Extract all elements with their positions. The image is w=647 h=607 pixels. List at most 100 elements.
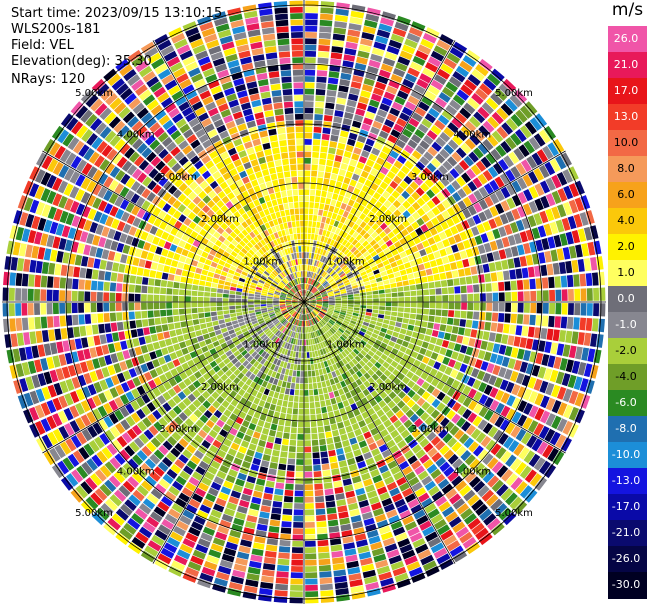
radar-gate [383, 200, 392, 209]
radar-gate [305, 553, 317, 560]
radar-gate [260, 304, 267, 307]
radar-gate [172, 295, 179, 302]
radar-gate [560, 152, 572, 167]
radar-gate [254, 302, 261, 305]
radar-gate [287, 458, 296, 465]
radar-gate [277, 379, 283, 387]
radar-gate [340, 523, 352, 532]
radar-gate [377, 314, 385, 319]
radar-gate [307, 277, 310, 284]
radar-gate [284, 420, 292, 427]
radar-gate [354, 241, 362, 249]
radar-gate [331, 46, 344, 54]
radar-gate [321, 308, 327, 312]
radar-gate [391, 287, 398, 293]
radar-gate [164, 258, 173, 266]
radar-gate [333, 290, 340, 294]
radar-gate [372, 254, 380, 261]
radar-gate [317, 215, 322, 222]
radar-gate [364, 193, 372, 202]
radar-gate [421, 203, 431, 213]
radar-gate [399, 328, 407, 335]
radar-gate [541, 238, 550, 250]
radar-gate [173, 281, 180, 289]
radar-gate [411, 21, 426, 32]
radar-gate [462, 408, 472, 420]
radar-gate [336, 268, 343, 275]
radar-gate [477, 244, 486, 255]
radar-gate [571, 259, 579, 273]
radar-gate [344, 269, 351, 275]
radar-gate [314, 317, 319, 323]
radar-gate [299, 396, 304, 403]
radar-gate [382, 190, 391, 199]
radar-gate [355, 261, 362, 268]
radar-gate [345, 451, 354, 460]
radar-gate [338, 229, 345, 237]
radar-gate [402, 210, 411, 219]
radar-gate [314, 196, 321, 203]
radar-gate [316, 298, 323, 300]
radar-gate [278, 546, 291, 553]
radar-gate [579, 211, 589, 226]
radar-gate [491, 282, 499, 292]
radar-gate [547, 142, 559, 157]
radar-gate [328, 71, 340, 79]
radar-gate [364, 19, 378, 29]
radar-gate [439, 461, 451, 473]
radar-gate [445, 488, 458, 500]
radar-gate [297, 364, 301, 371]
radar-gate [374, 114, 385, 124]
radar-gate [431, 141, 442, 152]
radar-gate [430, 243, 439, 252]
radar-gate [287, 464, 295, 472]
radar-gate [322, 305, 329, 308]
radar-gate [280, 387, 286, 394]
radar-gate [320, 400, 326, 407]
radar-gate [405, 330, 413, 337]
radar-gate [346, 327, 353, 333]
radar-gate [204, 307, 211, 313]
radar-gate [354, 304, 360, 308]
radar-gate [372, 243, 380, 250]
radar-gate [568, 406, 580, 421]
radar-gate [367, 227, 375, 235]
radar-gate [205, 281, 212, 287]
radar-gate [2, 287, 9, 301]
radar-gate [524, 121, 537, 135]
radar-gate [321, 293, 328, 297]
radar-gate [181, 347, 189, 355]
radar-gate [516, 314, 524, 325]
radar-gate [492, 250, 501, 261]
radar-gate [416, 353, 424, 362]
radar-gate [304, 521, 315, 528]
radar-gate [259, 466, 268, 474]
radar-gate [109, 302, 116, 312]
radar-gate [478, 394, 489, 405]
radar-gate [334, 308, 341, 312]
radar-gate [370, 93, 382, 102]
radar-gate [299, 339, 302, 346]
radar-gate [325, 102, 335, 110]
radar-gate [480, 233, 489, 243]
radar-gate [370, 346, 378, 354]
radar-gate [425, 220, 434, 230]
radar-gate [313, 290, 319, 295]
radar-gate [498, 507, 512, 521]
radar-gate [270, 513, 281, 521]
radar-gate [318, 432, 325, 440]
radar-gate [274, 488, 284, 496]
radar-gate [336, 499, 347, 507]
radar-gate [342, 439, 350, 448]
radar-gate [332, 403, 339, 411]
radar-gate [222, 302, 229, 306]
radar-gate [305, 572, 318, 579]
radar-gate [84, 279, 92, 290]
radar-gate [320, 375, 325, 382]
radar-gate [172, 309, 179, 316]
radar-gate [149, 270, 157, 278]
radar-gate [322, 281, 328, 287]
radar-gate [449, 99, 462, 111]
radar-gate [397, 155, 407, 165]
radar-gate [510, 280, 517, 291]
